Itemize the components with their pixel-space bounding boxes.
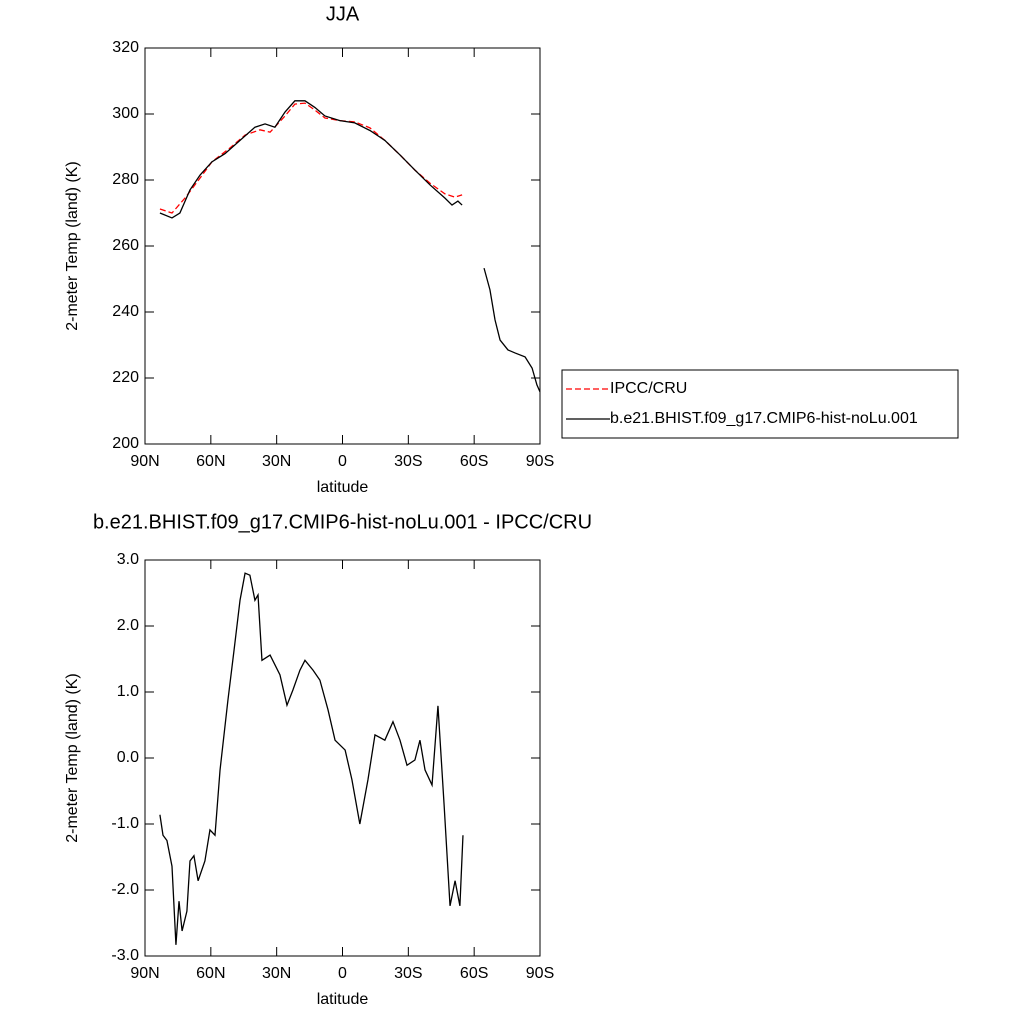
data-line — [159, 102, 463, 214]
x-tick-label: 60N — [196, 965, 225, 982]
x-tick-label: 30S — [394, 965, 422, 982]
y-tick-label: -1.0 — [111, 815, 139, 832]
x-tick-label: 60N — [196, 453, 225, 470]
y-axis-label: 2-meter Temp (land) (K) — [64, 161, 81, 331]
plot-frame — [144, 47, 541, 445]
y-tick-label: 0.0 — [117, 749, 139, 766]
chart-title: b.e21.BHIST.f09_g17.CMIP6-hist-noLu.001 … — [93, 511, 592, 533]
x-axis-label: latitude — [317, 479, 369, 496]
y-tick-label: -3.0 — [111, 947, 139, 964]
x-tick-label: 60S — [460, 965, 488, 982]
chart-title: JJA — [326, 3, 360, 25]
legend-label: IPCC/CRU — [610, 380, 687, 397]
y-tick-label: 240 — [112, 303, 139, 320]
y-tick-label: 320 — [112, 39, 139, 56]
y-tick-label: 200 — [112, 435, 139, 452]
x-tick-label: 30N — [262, 965, 291, 982]
data-line — [159, 572, 464, 945]
y-tick-label: 260 — [112, 237, 139, 254]
y-tick-label: 1.0 — [117, 683, 139, 700]
x-tick-label: 90S — [526, 453, 554, 470]
x-tick-label: 90N — [130, 453, 159, 470]
y-tick-label: 280 — [112, 171, 139, 188]
legend-label: b.e21.BHIST.f09_g17.CMIP6-hist-noLu.001 — [610, 410, 918, 427]
x-axis-label: latitude — [317, 991, 369, 1008]
y-tick-label: 300 — [112, 105, 139, 122]
x-tick-label: 60S — [460, 453, 488, 470]
plot-frame — [144, 559, 541, 957]
x-tick-label: 0 — [338, 965, 347, 982]
y-tick-label: 3.0 — [117, 551, 139, 568]
x-tick-label: 90S — [526, 965, 554, 982]
y-tick-label: 2.0 — [117, 617, 139, 634]
y-axis-label: 2-meter Temp (land) (K) — [64, 673, 81, 843]
legend-box — [561, 369, 959, 439]
x-tick-label: 90N — [130, 965, 159, 982]
x-tick-label: 30N — [262, 453, 291, 470]
data-line — [159, 100, 541, 393]
x-tick-label: 30S — [394, 453, 422, 470]
x-tick-label: 0 — [338, 453, 347, 470]
y-tick-label: -2.0 — [111, 881, 139, 898]
y-tick-label: 220 — [112, 369, 139, 386]
